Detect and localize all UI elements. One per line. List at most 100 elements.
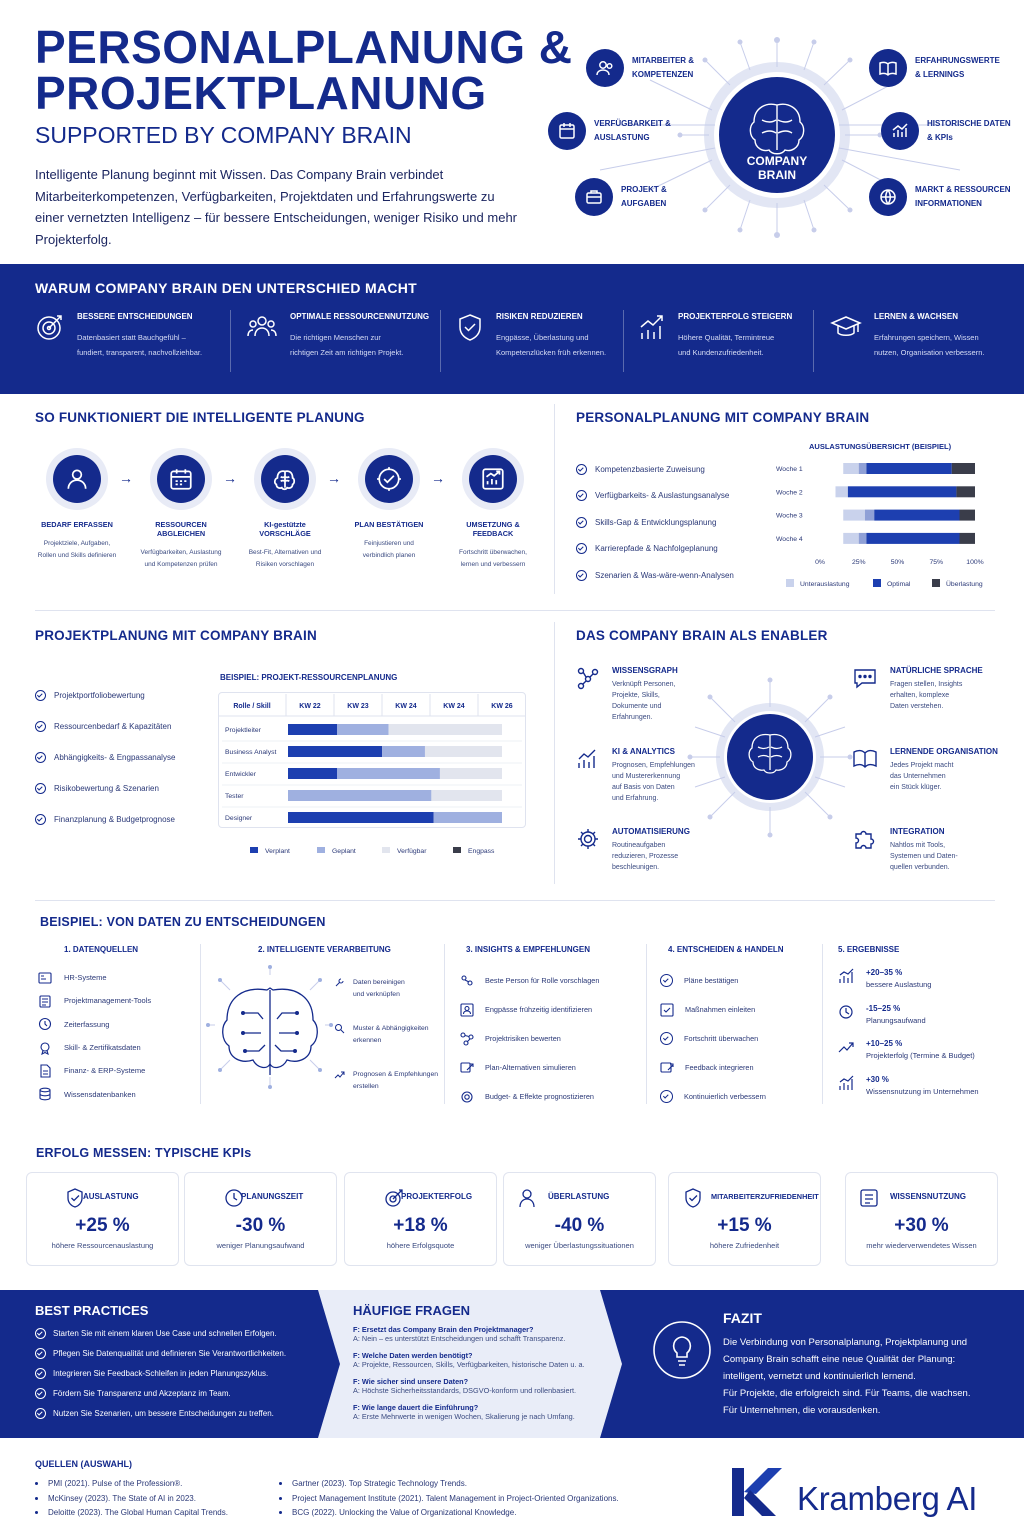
list-item: Kompetenzbasierte Zuweisung: [576, 456, 734, 483]
list-item: Karrierepfade & Nachfolgeplanung: [576, 536, 734, 563]
node-historisch: HISTORISCHE DATEN & KPIs: [881, 112, 1011, 150]
graduation-icon: [830, 316, 862, 336]
check-icon: [35, 1408, 46, 1419]
shield-icon: [459, 314, 481, 341]
step-title: UMSETZUNG & FEEDBACK: [466, 520, 520, 538]
row-label: Projektleiter: [225, 727, 262, 734]
page-title: PERSONALPLANUNG & PROJEKTPLANUNG: [35, 21, 573, 119]
fazit-panel: [636, 1290, 1024, 1438]
legend-swatch: [932, 579, 940, 587]
legend-label: Optimal: [887, 581, 911, 588]
clock-icon: [38, 1018, 52, 1031]
kpi-card-wissensnutzung: WISSENSNUTZUNG +30 % mehr wiederverwende…: [845, 1172, 998, 1266]
col-title-insights: 3. INSIGHTS & EMPFEHLUNGEN: [466, 945, 591, 954]
target-icon: [385, 1189, 403, 1207]
check-icon: [35, 752, 46, 763]
list-item: Fördern Sie Transparenz und Akzeptanz im…: [35, 1388, 286, 1399]
bar-optimal: [874, 509, 960, 521]
enabler-wissensgraph: WISSENSGRAPH Verknüpft Personen, Projekte…: [576, 666, 678, 723]
clock-icon: [225, 1189, 243, 1207]
column-header: Rolle / Skill: [233, 703, 270, 710]
bar-over: [951, 463, 975, 474]
team-icon: [247, 316, 277, 337]
column-header: KW 23: [347, 703, 369, 710]
legend-swatch: [250, 847, 258, 853]
gantt-bar-verfügbar: [388, 724, 502, 735]
category-label: Woche 2: [776, 489, 803, 496]
check-icon: [660, 1032, 673, 1045]
shield-check-icon: [685, 1188, 701, 1208]
briefcase-icon: [575, 178, 613, 216]
kpi-card-zufriedenheit: MITARBEITERZUFRIEDENHEIT +15 % höhere Zu…: [668, 1172, 821, 1266]
legend-label: Unterauslastung: [800, 581, 850, 588]
feedback-icon: [660, 1061, 674, 1073]
list-item: Plan-Alternativen simulieren: [460, 1053, 599, 1082]
column-header: KW 24: [395, 703, 417, 710]
list-item: Projektportfoliobewertung: [35, 680, 175, 711]
column-header: KW 22: [299, 703, 321, 710]
step-desc: Fortschritt überwachen, lernen und verbes…: [459, 549, 527, 568]
checkbox-icon: [660, 1002, 674, 1017]
bar-under: [843, 509, 865, 521]
result-item: +10–25 % Projekterfolg (Termine & Budget): [838, 1039, 979, 1075]
divider: [230, 310, 231, 372]
legend-label: Verplant: [265, 848, 290, 855]
gantt-bar-verplant: [288, 812, 434, 823]
growth-icon: [640, 315, 663, 339]
clock-icon: [839, 1004, 853, 1019]
list-item: Skill- & Zertifikatsdaten: [38, 1036, 151, 1059]
network-icon: [460, 1031, 474, 1046]
search-icon: [335, 1024, 345, 1034]
utilization-chart: Woche 1 Woche 2 Woche 3 Woche 4 0% 25% 50% 75% 1…: [776, 463, 984, 588]
gantt-bar-geplant: [337, 768, 440, 779]
row-label: Entwickler: [225, 771, 257, 778]
gantt-bar-geplant: [288, 790, 432, 801]
kramberg-logo-icon: [732, 1468, 782, 1516]
book-icon: [869, 49, 907, 87]
intro-text: Intelligente Planung beginnt mit Wissen.…: [35, 167, 517, 247]
col-title-entscheiden: 4. ENTSCHEIDEN & HANDELN: [668, 945, 784, 954]
node-markt: MARKT & RESSOURCEN INFORMATIONEN: [869, 178, 1011, 216]
bar-light: [864, 509, 875, 521]
globe-icon: [869, 178, 907, 216]
col-title-verarbeitung: 2. INTELLIGENTE VERARBEITUNG: [258, 945, 391, 954]
brand-name: Kramberg AI: [797, 1480, 978, 1517]
process-step: UMSETZUNG & FEEDBACK Fortschritt überwach…: [446, 448, 540, 571]
brain-label: COMPANY BRAIN: [746, 154, 808, 182]
tick-label: 50%: [891, 559, 905, 566]
calendar-icon: [157, 455, 205, 503]
divider: [554, 622, 555, 884]
chart-icon: [469, 455, 517, 503]
list-item: Fortschritt überwachen: [660, 1024, 766, 1053]
graph-icon: [577, 667, 599, 690]
divider: [646, 944, 647, 1104]
certificate-icon: [40, 1041, 50, 1055]
gantt-bar-geplant: [433, 812, 502, 823]
list-item: Prognosen & Empfehlungen erstellen: [334, 1069, 438, 1115]
enabler-sprache: NATÜRLICHE SPRACHE Fragen stellen, Insig…: [852, 666, 983, 713]
divider: [822, 944, 823, 1104]
why-item-risks: RISIKEN REDUZIEREN Engpässe, Überlastung …: [456, 312, 626, 372]
list-item: Maßnahmen einleiten: [660, 995, 766, 1024]
node-projekt: PROJEKT & AUFGABEN: [575, 178, 667, 216]
gear-icon: [461, 1090, 473, 1103]
category-label: Woche 1: [776, 466, 803, 473]
personal-title: PERSONALPLANUNG MIT COMPANY BRAIN: [576, 410, 870, 425]
resource-table: [218, 692, 526, 828]
sources-left: PMI (2021). Pulse of the Profession®. Mc…: [35, 1477, 228, 1521]
bar-under: [843, 532, 859, 544]
book-icon: [853, 749, 877, 768]
check-icon: [660, 1090, 673, 1103]
bar-optimal: [866, 463, 952, 474]
col-title-datenquellen: 1. DATENQUELLEN: [64, 945, 139, 954]
column-header: KW 24: [443, 703, 465, 710]
list-item: Abhängigkeits- & Engpassanalyse: [35, 742, 175, 773]
list-item: Kontinuierlich verbessern: [660, 1082, 766, 1111]
kpi-title: ERFOLG MESSEN: TYPISCHE KPIs: [36, 1146, 252, 1160]
list-item: Daten bereinigen und verknüpfen: [334, 977, 438, 1023]
sources-right: Gartner (2023). Top Strategic Technology…: [279, 1477, 619, 1521]
list-item: Budget- & Effekte prognostizieren: [460, 1082, 599, 1111]
result-item: -15–25 % Planungsaufwand: [838, 1004, 979, 1040]
best-practices-title: BEST PRACTICES: [35, 1303, 149, 1318]
check-icon: [35, 783, 46, 794]
